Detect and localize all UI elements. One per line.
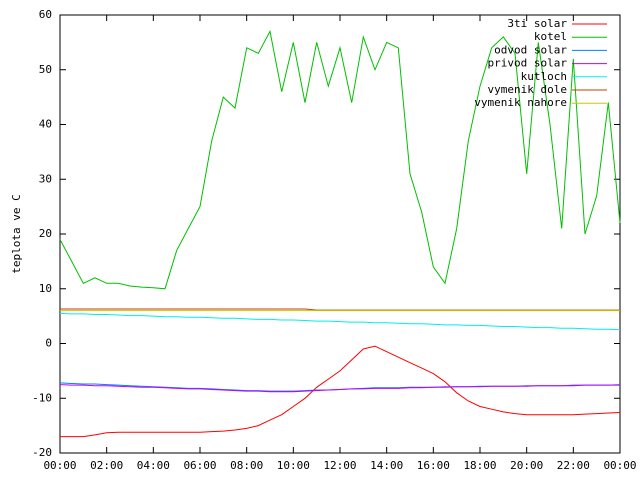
y-tick-label: -20 xyxy=(32,446,52,459)
x-tick-label: 02:00 xyxy=(90,459,123,472)
legend-label: 3ti solar xyxy=(507,17,567,30)
legend-label: kotel xyxy=(534,30,567,43)
x-tick-label: 16:00 xyxy=(417,459,450,472)
x-tick-label: 00:00 xyxy=(43,459,76,472)
series-line xyxy=(60,308,620,311)
x-tick-label: 06:00 xyxy=(183,459,216,472)
x-tick-label: 04:00 xyxy=(137,459,170,472)
x-tick-label: 00:00 xyxy=(603,459,636,472)
legend-label: vymenik nahore xyxy=(474,96,567,109)
series-line xyxy=(60,345,621,438)
x-tick-label: 18:00 xyxy=(463,459,496,472)
legend-label: privod solar xyxy=(488,57,568,70)
legend-label: kutloch xyxy=(521,70,567,83)
y-tick-label: 60 xyxy=(39,8,52,21)
y-tick-label: 20 xyxy=(39,227,52,240)
legend-label: odvod solar xyxy=(494,43,567,56)
y-tick-label: 40 xyxy=(39,118,52,131)
series-line xyxy=(59,384,620,393)
y-tick-label: 50 xyxy=(39,63,52,76)
series-line xyxy=(59,29,621,290)
y-tick-label: 30 xyxy=(39,172,52,185)
x-tick-label: 12:00 xyxy=(323,459,356,472)
x-tick-label: 20:00 xyxy=(510,459,543,472)
x-tick-label: 10:00 xyxy=(277,459,310,472)
y-tick-label: 10 xyxy=(39,282,52,295)
x-tick-label: 14:00 xyxy=(370,459,403,472)
legend-label: vymenik dole xyxy=(488,83,567,96)
x-tick-label: 08:00 xyxy=(230,459,263,472)
y-tick-label: 0 xyxy=(45,337,52,350)
plot-border xyxy=(59,14,621,454)
series-line xyxy=(59,312,621,331)
y-tick-label: -10 xyxy=(32,391,52,404)
y-axis-label: teplota ve C xyxy=(10,194,23,273)
x-tick-label: 22:00 xyxy=(557,459,590,472)
